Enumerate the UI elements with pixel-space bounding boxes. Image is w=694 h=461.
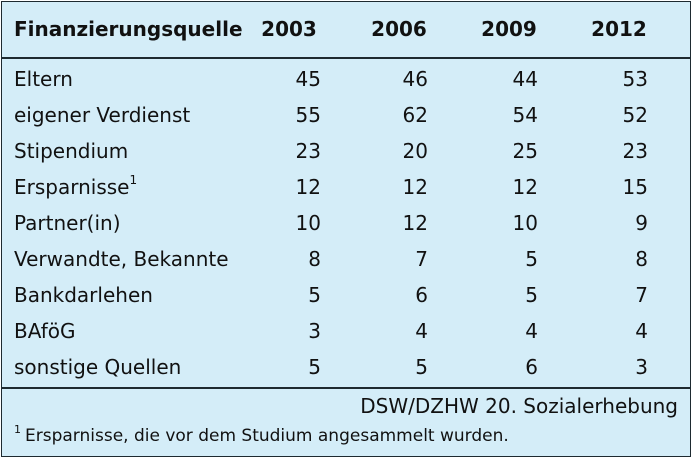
- table-row: Eltern 45 46 44 53: [2, 61, 690, 97]
- footnote-text: Ersparnisse, die vor dem Studium angesam…: [25, 426, 509, 446]
- row-value: 6: [525, 355, 538, 379]
- row-label: Eltern: [14, 67, 73, 91]
- row-label: Verwandte, Bekannte: [14, 247, 229, 271]
- row-value: 12: [402, 211, 428, 235]
- row-value: 5: [308, 355, 321, 379]
- row-label: sonstige Quellen: [14, 355, 182, 379]
- header-year-2006: 2006: [371, 17, 427, 41]
- row-value: 5: [415, 355, 428, 379]
- row-value: 45: [295, 67, 321, 91]
- row-value: 8: [635, 247, 648, 271]
- table-row: Verwandte, Bekannte 8 7 5 8: [2, 241, 690, 277]
- table-row: Ersparnisse1 12 12 12 15: [2, 169, 690, 205]
- row-value: 12: [512, 175, 538, 199]
- row-value: 44: [512, 67, 538, 91]
- row-value: 4: [635, 319, 648, 343]
- row-value: 62: [402, 103, 428, 127]
- row-label: Bankdarlehen: [14, 283, 153, 307]
- row-value: 23: [622, 139, 648, 163]
- row-value: 3: [635, 355, 648, 379]
- header-source-column: Finanzierungsquelle: [14, 17, 243, 41]
- table-row: eigener Verdienst 55 62 54 52: [2, 97, 690, 133]
- header-year-2003: 2003: [261, 17, 317, 41]
- row-value: 3: [308, 319, 321, 343]
- row-value: 7: [415, 247, 428, 271]
- row-label: eigener Verdienst: [14, 103, 191, 127]
- row-label-with-footnote: Ersparnisse1: [14, 169, 137, 205]
- source-note: DSW/DZHW 20. Sozialerhebung: [360, 394, 678, 418]
- row-value: 6: [415, 283, 428, 307]
- row-value: 15: [622, 175, 648, 199]
- row-value: 7: [635, 283, 648, 307]
- row-label: Ersparnisse: [14, 175, 130, 199]
- row-label: Partner(in): [14, 211, 121, 235]
- header-year-2012: 2012: [591, 17, 647, 41]
- row-value: 53: [622, 67, 648, 91]
- table-row: Partner(in) 10 12 10 9: [2, 205, 690, 241]
- row-value: 8: [308, 247, 321, 271]
- row-value: 52: [622, 103, 648, 127]
- row-value: 5: [525, 247, 538, 271]
- table-header: Finanzierungsquelle 2003 2006 2009 2012: [2, 2, 690, 59]
- row-value: 12: [295, 175, 321, 199]
- row-label: Stipendium: [14, 139, 129, 163]
- row-value: 5: [525, 283, 538, 307]
- table-divider: [2, 387, 690, 389]
- row-value: 5: [308, 283, 321, 307]
- table-row: Bankdarlehen 5 6 5 7: [2, 277, 690, 313]
- row-value: 54: [512, 103, 538, 127]
- row-value: 12: [402, 175, 428, 199]
- table-row: sonstige Quellen 5 5 6 3: [2, 349, 690, 385]
- row-value: 23: [295, 139, 321, 163]
- row-value: 9: [635, 211, 648, 235]
- row-value: 4: [525, 319, 538, 343]
- footnote: 1 Ersparnisse, die vor dem Studium angesa…: [14, 422, 509, 450]
- row-value: 25: [512, 139, 538, 163]
- footnote-marker: 1: [129, 173, 138, 187]
- row-value: 55: [295, 103, 321, 127]
- footnote-marker: 1: [14, 423, 21, 436]
- table-row: BAföG 3 4 4 4: [2, 313, 690, 349]
- row-label: BAföG: [14, 319, 76, 343]
- row-value: 10: [295, 211, 321, 235]
- table-row: Stipendium 23 20 25 23: [2, 133, 690, 169]
- header-year-2009: 2009: [481, 17, 537, 41]
- row-value: 4: [415, 319, 428, 343]
- row-value: 46: [402, 67, 428, 91]
- row-value: 10: [512, 211, 538, 235]
- row-value: 20: [402, 139, 428, 163]
